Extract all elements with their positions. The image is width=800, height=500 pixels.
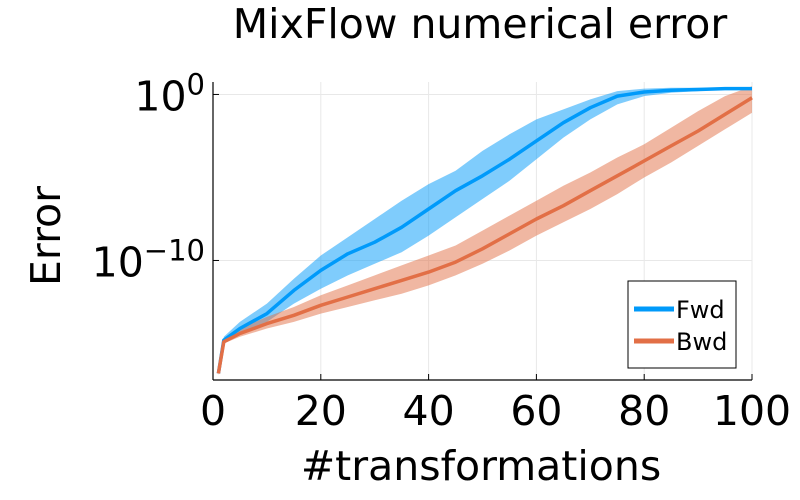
axes: [212, 82, 753, 381]
y-tick-label: 10−10: [92, 233, 205, 286]
x-tick-label: 40: [403, 387, 455, 435]
x-tick-label: 80: [618, 387, 670, 435]
error-bands: [218, 86, 752, 376]
legend: Fwd Bwd: [627, 280, 737, 369]
y-axis-label: Error: [22, 186, 70, 286]
y-tick-label: 100: [134, 67, 205, 120]
x-tick-label: 0: [200, 387, 226, 435]
x-tick-label: 20: [295, 387, 347, 435]
band-bwd: [218, 86, 752, 375]
x-tick-label: 60: [510, 387, 562, 435]
x-tick-label: 100: [713, 387, 791, 435]
series-lines: [216, 86, 753, 374]
series-line-bwd: [216, 96, 753, 374]
legend-label-fwd: Fwd: [676, 296, 725, 324]
chart-title: MixFlow numerical error: [233, 0, 728, 48]
tick-labels: 0 20 40 60 80 100 100 10−10: [92, 67, 792, 435]
legend-label-bwd: Bwd: [676, 328, 727, 356]
x-axis-label: #transformations: [301, 442, 661, 490]
series-line-fwd: [216, 86, 752, 374]
legend-box: [627, 280, 737, 369]
